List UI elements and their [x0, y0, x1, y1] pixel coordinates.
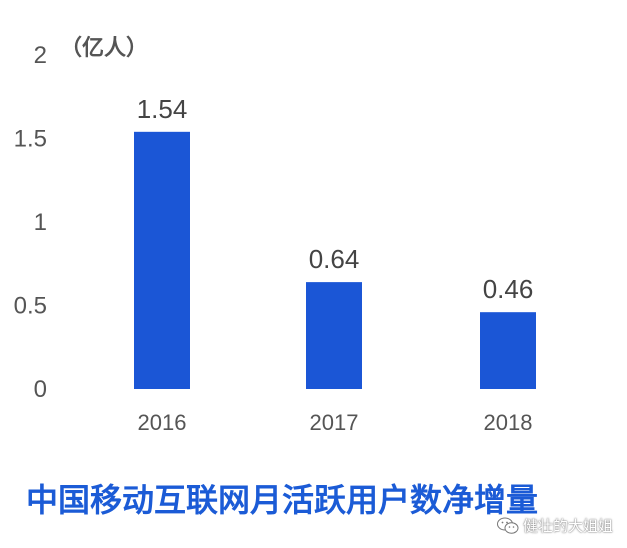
- y-tick-label: 0: [34, 376, 47, 403]
- watermark: 健壮的大姐姐: [496, 515, 613, 536]
- watermark-text: 健壮的大姐姐: [522, 517, 613, 535]
- value-label-2018: 0.46: [483, 274, 534, 304]
- y-tick-label: 1: [34, 209, 47, 236]
- bar-2017: [306, 282, 362, 389]
- chart-title: 中国移动互联网月活跃用户数净增量: [26, 481, 539, 519]
- category-label-2016: 2016: [138, 410, 187, 435]
- bars-group: [134, 131, 536, 389]
- y-tick-label: 1.5: [14, 126, 47, 153]
- y-tick-label: 0.5: [14, 293, 47, 320]
- bar-2016: [134, 131, 190, 389]
- value-label-2017: 0.64: [309, 244, 360, 274]
- y-axis: 0 0.5 1 1.5 2: [14, 42, 47, 403]
- y-axis-unit-label: （亿人）: [60, 36, 148, 61]
- category-labels-group: 2016 2017 2018: [138, 410, 533, 435]
- category-label-2017: 2017: [310, 410, 359, 435]
- y-tick-label: 2: [34, 42, 47, 69]
- category-label-2018: 2018: [484, 410, 533, 435]
- bar-2018: [480, 312, 536, 389]
- value-label-2016: 1.54: [137, 94, 188, 124]
- value-labels-group: 1.54 0.64 0.46: [137, 94, 534, 304]
- wechat-icon: [496, 517, 519, 534]
